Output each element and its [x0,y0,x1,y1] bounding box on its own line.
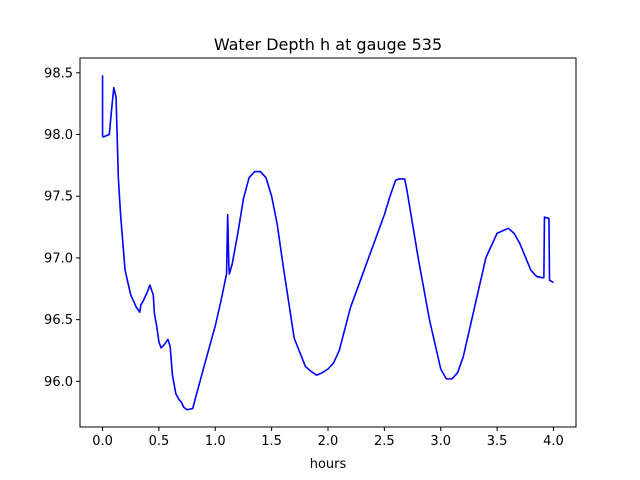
x-tick-label: 2.5 [374,434,395,449]
y-tick-label: 97.0 [44,251,73,266]
y-tick-label: 96.5 [44,313,73,328]
x-axis: 0.0 0.5 1.0 1.5 2.0 2.5 3.0 3.5 4.0 [92,427,564,449]
y-tick-label: 98.5 [44,66,73,81]
x-tick-label: 0.5 [149,434,170,449]
x-tick-label: 1.0 [205,434,226,449]
x-tick-label: 4.0 [543,434,564,449]
y-tick-label: 98.0 [44,128,73,143]
y-axis: 96.0 96.5 97.0 97.5 98.0 98.5 [44,66,80,390]
x-tick-label: 0.0 [92,434,113,449]
y-tick-label: 96.0 [44,375,73,390]
x-tick-label: 3.0 [430,434,451,449]
x-tick-label: 2.0 [318,434,339,449]
chart-title: Water Depth h at gauge 535 [214,35,442,54]
series-line-1 [101,75,554,411]
plot-area [101,75,554,411]
x-tick-label: 3.5 [487,434,508,449]
x-tick-label: 1.5 [261,434,282,449]
y-tick-label: 97.5 [44,190,73,205]
x-axis-label: hours [310,457,347,472]
